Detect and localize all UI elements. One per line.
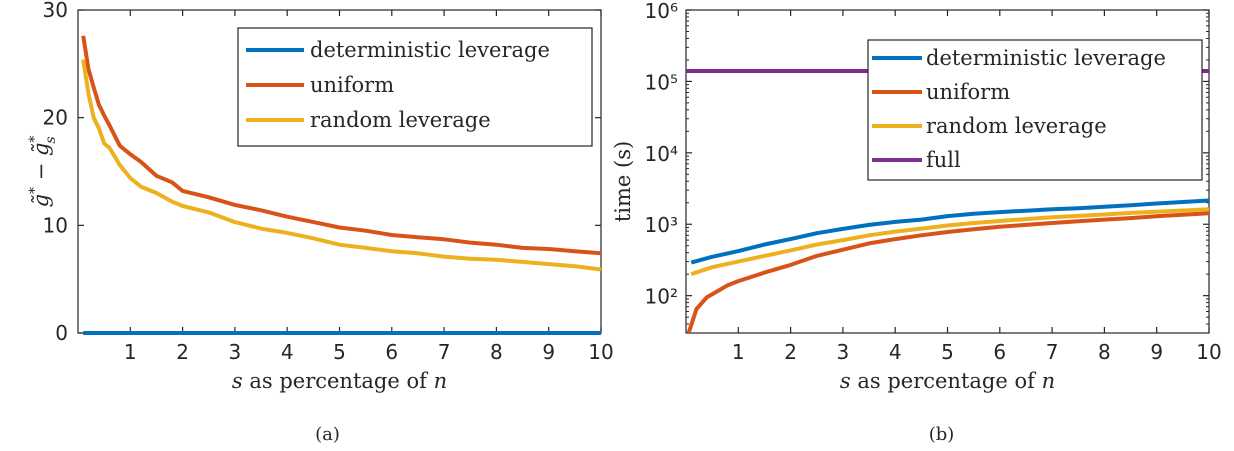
y-tick-label: 10⁶ — [645, 0, 678, 23]
x-tick-label: 2 — [176, 340, 189, 364]
x-tick-label: 9 — [1150, 340, 1163, 364]
legend-label: random leverage — [310, 108, 491, 132]
y-axis-label: time (s) — [611, 141, 635, 222]
series-line-random-leverage — [81, 59, 602, 272]
y-axis-label-minus: − — [29, 156, 53, 187]
x-axis-label-s: s — [840, 369, 851, 393]
y-axis-label: g̃* − g̃*s — [27, 136, 59, 208]
x-tick-label: 6 — [993, 340, 1006, 364]
y-axis-label-g: g̃ — [29, 194, 53, 207]
x-tick-label: 9 — [542, 340, 555, 364]
x-tick-label: 3 — [229, 340, 242, 364]
legend-label: uniform — [926, 80, 1010, 104]
x-tick-label: 10 — [588, 340, 613, 364]
x-axis-label-n: n — [1042, 369, 1056, 393]
panel-b: 1 2 3 4 5 6 7 8 9 10 10² 10³ 10⁴ 10⁵ 10⁶ deterministic … — [611, 0, 1222, 445]
y-tick-label: 20 — [43, 106, 68, 130]
y-tick-label: 10⁴ — [645, 142, 678, 166]
y-tick-label: 0 — [55, 321, 68, 345]
y-axis-label-sub: s — [43, 136, 59, 143]
series-line-uniform — [81, 35, 602, 256]
legend-box — [867, 39, 1203, 181]
panel-caption: (a) — [315, 424, 340, 445]
x-axis-label-s: s — [232, 369, 243, 393]
panel-caption: (b) — [929, 424, 955, 445]
y-tick-label: 10 — [43, 213, 68, 237]
y-tick-label: 30 — [43, 0, 68, 22]
x-tick-label: 5 — [333, 340, 346, 364]
x-axis-label-n: n — [434, 369, 448, 393]
legend-label: deterministic leverage — [926, 46, 1166, 70]
series-line-uniform — [686, 211, 1209, 333]
x-tick-label: 10 — [1196, 340, 1221, 364]
x-tick-label: 2 — [784, 340, 797, 364]
y-axis-label-sup: * — [27, 187, 43, 194]
x-axis-label: s as percentage of n — [232, 369, 447, 393]
x-axis-label: s as percentage of n — [840, 369, 1055, 393]
x-axis-label-mid: as percentage of — [851, 369, 1042, 393]
legend-label: random leverage — [926, 114, 1107, 138]
x-tick-label: 5 — [941, 340, 954, 364]
series-line-random-leverage — [690, 207, 1209, 277]
x-tick-label: 3 — [837, 340, 850, 364]
series-line-deterministic-leverage — [690, 198, 1209, 265]
x-tick-label: 1 — [732, 340, 745, 364]
x-tick-label: 6 — [385, 340, 398, 364]
y-tick-label: 10² — [645, 285, 678, 309]
panel-a: 1 2 3 4 5 6 7 8 9 10 0 10 20 30 deterministic leverage… — [27, 0, 614, 445]
x-tick-label: 7 — [438, 340, 451, 364]
y-axis-label-sup2: * — [27, 136, 43, 143]
x-tick-label: 1 — [124, 340, 137, 364]
x-axis-label-mid: as percentage of — [243, 369, 434, 393]
y-axis-label-g2: g̃ — [29, 143, 53, 156]
legend-label: uniform — [310, 73, 394, 97]
x-tick-label: 4 — [281, 340, 294, 364]
x-tick-label: 8 — [490, 340, 503, 364]
legend-label: deterministic leverage — [310, 38, 550, 62]
x-tick-label: 7 — [1046, 340, 1059, 364]
y-tick-label: 10³ — [645, 213, 678, 237]
x-tick-label: 8 — [1098, 340, 1111, 364]
y-tick-label: 10⁵ — [645, 70, 678, 94]
x-tick-label: 4 — [889, 340, 902, 364]
legend-label: full — [926, 148, 961, 172]
